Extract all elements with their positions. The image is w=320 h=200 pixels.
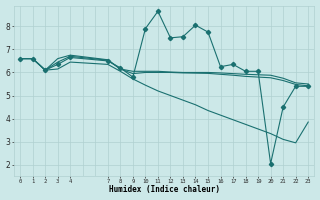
X-axis label: Humidex (Indice chaleur): Humidex (Indice chaleur) xyxy=(109,185,220,194)
